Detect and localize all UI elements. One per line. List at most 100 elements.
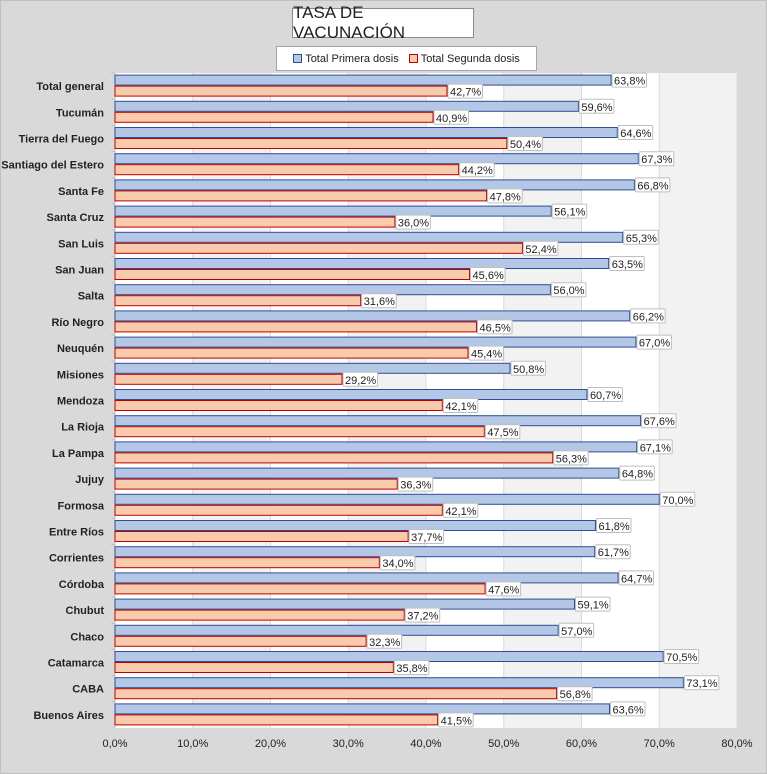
bar-second-dose xyxy=(114,216,396,228)
data-label: 70,0% xyxy=(662,495,693,507)
data-label-box xyxy=(397,476,434,492)
data-label-box xyxy=(510,360,546,376)
data-label-box xyxy=(630,308,666,324)
x-tick-label: 20,0% xyxy=(255,738,286,750)
data-label-box xyxy=(619,465,655,481)
data-label-box xyxy=(609,256,645,271)
bar-second-dose xyxy=(114,242,523,254)
bar-first-dose xyxy=(114,520,596,531)
data-label: 65,3% xyxy=(626,233,657,245)
legend-label-second-dose: Total Segunda dosis xyxy=(420,52,520,65)
x-tick-label: 0,0% xyxy=(102,738,127,750)
data-label: 32,3% xyxy=(369,637,400,649)
data-label-box xyxy=(484,424,521,440)
category-label: San Juan xyxy=(55,265,104,277)
data-label: 57,0% xyxy=(561,626,592,638)
bar-first-dose xyxy=(114,467,620,479)
category-label: Chaco xyxy=(70,631,104,643)
category-label: Formosa xyxy=(58,500,105,512)
data-label: 47,8% xyxy=(490,191,521,203)
x-tick-label: 10,0% xyxy=(177,738,208,750)
data-label-box xyxy=(617,125,654,140)
bar-second-dose xyxy=(114,295,362,307)
data-label: 70,5% xyxy=(666,652,697,664)
data-label: 42,1% xyxy=(445,401,476,413)
category-label: Neuquén xyxy=(57,343,104,355)
bar-second-dose xyxy=(114,688,558,700)
bar-first-dose xyxy=(114,624,559,636)
data-label-box xyxy=(637,439,673,455)
category-label: CABA xyxy=(72,684,104,696)
data-label: 64,8% xyxy=(622,469,653,481)
data-label: 67,0% xyxy=(639,338,670,350)
bar-first-dose xyxy=(114,598,576,610)
bar-first-dose xyxy=(114,231,624,243)
data-label: 66,2% xyxy=(633,311,664,323)
data-label: 59,1% xyxy=(578,600,609,612)
category-label: La Rioja xyxy=(61,422,105,434)
bar-first-dose xyxy=(114,336,637,348)
data-label: 61,8% xyxy=(598,521,629,533)
data-label: 35,8% xyxy=(396,663,427,675)
chart-title-text: TASA DE VACUNACIÓN xyxy=(293,3,406,42)
data-label: 56,0% xyxy=(553,285,584,297)
data-label-box xyxy=(611,72,648,88)
data-label-box xyxy=(551,203,588,219)
data-label: 42,1% xyxy=(445,506,476,518)
chart-title: TASA DE VACUNACIÓN xyxy=(292,3,474,42)
data-label: 36,3% xyxy=(400,480,431,492)
data-label-box xyxy=(379,555,416,571)
category-label: Tierra del Fuego xyxy=(19,134,105,146)
data-label: 67,6% xyxy=(644,416,675,428)
data-label-box xyxy=(404,607,441,623)
data-label-box xyxy=(470,267,506,282)
bar-second-dose xyxy=(114,164,460,176)
bar-first-dose xyxy=(114,572,619,584)
data-label-box xyxy=(393,660,430,675)
x-tick-label: 30,0% xyxy=(333,738,364,750)
data-label: 42,7% xyxy=(450,87,481,99)
plot-band xyxy=(659,73,737,728)
x-tick-label: 60,0% xyxy=(566,738,597,750)
data-label: 59,6% xyxy=(581,102,612,114)
bar-first-dose xyxy=(114,310,631,322)
category-label: La Pampa xyxy=(52,448,105,460)
data-label-box xyxy=(553,450,589,466)
bar-first-dose xyxy=(114,205,552,217)
data-label: 37,2% xyxy=(407,611,438,623)
data-label: 60,7% xyxy=(590,390,621,402)
data-label: 64,7% xyxy=(621,573,652,585)
data-label-box xyxy=(595,518,632,533)
data-label-box xyxy=(507,136,543,151)
x-tick-label: 80,0% xyxy=(721,738,752,750)
data-label-box xyxy=(361,293,397,309)
data-label-box xyxy=(663,649,700,664)
data-label: 50,8% xyxy=(513,364,544,376)
data-label-box xyxy=(641,413,677,429)
data-label-box xyxy=(487,188,523,204)
bar-first-dose xyxy=(114,74,612,86)
bar-first-dose xyxy=(114,127,618,138)
data-label-box xyxy=(442,398,479,413)
bar-second-dose xyxy=(114,609,405,621)
category-label: Buenos Aires xyxy=(33,710,104,722)
bar-second-dose xyxy=(114,190,488,202)
data-label-box xyxy=(636,334,672,350)
bar-first-dose xyxy=(114,389,588,400)
category-label: Córdoba xyxy=(59,579,105,591)
bar-first-dose xyxy=(114,284,551,296)
bar-second-dose xyxy=(114,662,394,673)
bar-first-dose xyxy=(114,546,596,558)
legend-swatch-second-dose xyxy=(408,54,418,63)
data-label-box xyxy=(557,686,593,702)
bar-second-dose xyxy=(114,557,380,569)
data-label: 67,3% xyxy=(641,154,672,166)
data-label-box xyxy=(595,544,631,560)
data-label-box xyxy=(638,151,675,167)
category-label: Chubut xyxy=(66,605,105,617)
category-label: Corrientes xyxy=(49,553,104,565)
data-label: 44,2% xyxy=(462,165,493,177)
bar-second-dose xyxy=(114,269,471,280)
data-label-box xyxy=(550,282,587,298)
bar-first-dose xyxy=(114,153,639,165)
